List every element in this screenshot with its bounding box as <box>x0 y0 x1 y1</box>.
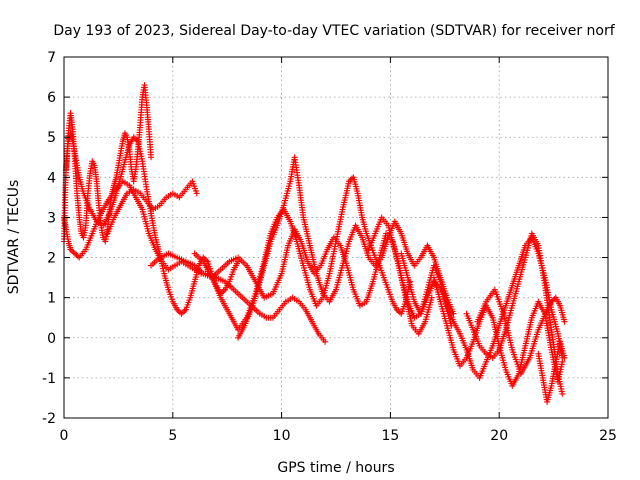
data-point <box>448 322 455 329</box>
x-axis-label: GPS time / hours <box>277 460 394 476</box>
data-point <box>559 358 566 365</box>
y-tick-label: 2 <box>47 251 56 267</box>
x-tick-label: 20 <box>490 428 508 444</box>
x-tick-label: 5 <box>168 428 177 444</box>
data-point <box>73 251 80 258</box>
data-point <box>70 249 77 256</box>
y-tick-label: 1 <box>47 291 56 307</box>
axis-ticks: 0 5 10 15 20 25 -2 -1 0 1 2 3 4 5 6 7 <box>42 50 617 444</box>
data-point <box>178 310 185 317</box>
data-point <box>559 390 566 397</box>
data-point <box>74 253 81 260</box>
x-tick-label: 10 <box>273 428 291 444</box>
y-tick-label: -1 <box>42 371 56 387</box>
data-point <box>193 190 200 197</box>
data-point <box>561 318 568 325</box>
plot-frame <box>63 56 609 419</box>
x-tick-label: 25 <box>599 428 617 444</box>
y-tick-label: -2 <box>42 411 56 427</box>
y-axis-label: SDTVAR / TECUs <box>6 180 22 295</box>
data-markers <box>61 82 568 405</box>
x-tick-label: 0 <box>60 428 69 444</box>
y-tick-label: 4 <box>47 170 56 186</box>
y-tick-label: 5 <box>47 130 56 146</box>
y-tick-label: 3 <box>47 210 56 226</box>
x-tick-label: 15 <box>381 428 399 444</box>
data-point <box>179 309 186 316</box>
y-tick-label: 7 <box>47 50 56 66</box>
data-point <box>71 250 78 257</box>
data-point <box>450 310 457 317</box>
y-tick-label: 6 <box>47 90 56 106</box>
chart-title: Day 193 of 2023, Sidereal Day-to-day VTE… <box>53 23 615 39</box>
data-point <box>561 354 568 361</box>
y-tick-label: 0 <box>47 331 56 347</box>
data-point <box>148 154 155 161</box>
data-point <box>322 338 329 345</box>
